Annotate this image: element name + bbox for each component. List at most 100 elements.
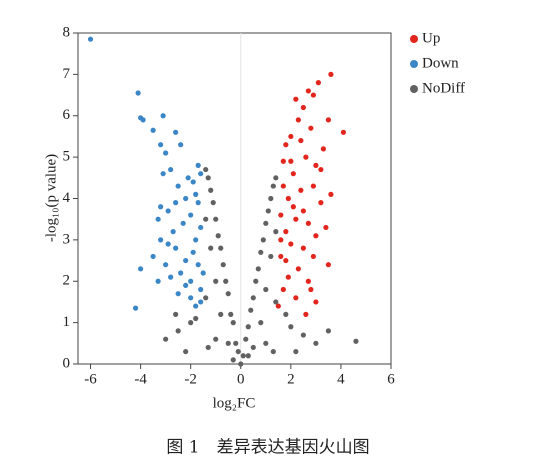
point [250,295,256,301]
point [225,340,231,346]
y-tick-label: 1 [63,314,71,330]
point [300,208,306,214]
point [160,171,166,177]
point [258,249,264,255]
point [313,162,319,168]
point [208,245,214,251]
point [188,278,194,284]
point [238,361,244,367]
y-tick-label: 8 [63,24,71,40]
point [295,117,301,123]
point [288,241,294,247]
point [305,278,311,284]
point [198,171,204,177]
point [203,216,209,222]
point [273,229,279,235]
x-tick-label: -6 [84,371,97,387]
point [132,305,139,311]
point [155,216,161,222]
point [218,245,224,251]
point [245,353,251,359]
x-tick-label: 4 [337,371,345,387]
point [173,200,179,206]
point [160,113,166,119]
point [87,36,94,42]
point [260,237,266,243]
point [193,237,199,243]
point [325,328,331,334]
point [313,340,319,346]
point [250,344,256,351]
point [253,278,259,284]
point [283,142,289,148]
y-axis-label: -log₁₀(p value) [43,154,59,242]
legend-label: NoDiff [422,80,465,96]
point [283,257,289,264]
point [318,200,324,206]
point [308,125,314,131]
point [188,212,194,218]
point [318,166,324,173]
point [285,274,291,280]
legend-marker [410,85,418,93]
point [230,357,236,363]
point [248,307,254,313]
point [240,353,246,359]
point [245,324,251,330]
point [193,191,199,197]
point [288,158,294,164]
point [288,324,294,330]
point [213,278,219,284]
point [183,282,189,288]
point [140,117,146,123]
point [228,311,234,317]
legend-label: Up [422,30,440,46]
point [188,295,194,301]
point [183,195,189,202]
point [295,266,301,272]
point [285,195,291,202]
point [198,286,204,293]
point [200,270,206,276]
point [183,257,189,264]
point [305,88,311,94]
point [300,245,306,251]
point [325,262,331,268]
point [283,311,289,317]
point [178,270,184,276]
point [265,208,271,214]
point [278,212,284,218]
point [193,315,199,322]
caption: 图 1 差异表达基因火山图 [166,438,369,458]
point [203,166,209,173]
point [315,80,321,86]
point [310,253,316,260]
y-tick-label: 0 [63,355,71,371]
point [218,311,224,317]
point [290,204,296,210]
point [193,303,199,309]
point [170,229,176,235]
point [293,295,299,301]
point [168,166,174,173]
point [243,336,249,342]
point [188,320,194,326]
point [268,253,274,260]
point [173,129,179,135]
point [205,175,211,181]
point [275,303,281,309]
point [270,183,276,189]
point [293,96,299,102]
point [220,262,226,268]
point [308,286,314,293]
x-tick-label: -4 [134,371,147,387]
point [298,187,304,193]
point [165,241,171,247]
point [158,237,164,243]
point [150,253,156,260]
point [163,150,169,156]
x-tick-label: 6 [387,371,395,387]
y-tick-label: 7 [63,66,71,82]
point [270,348,276,355]
